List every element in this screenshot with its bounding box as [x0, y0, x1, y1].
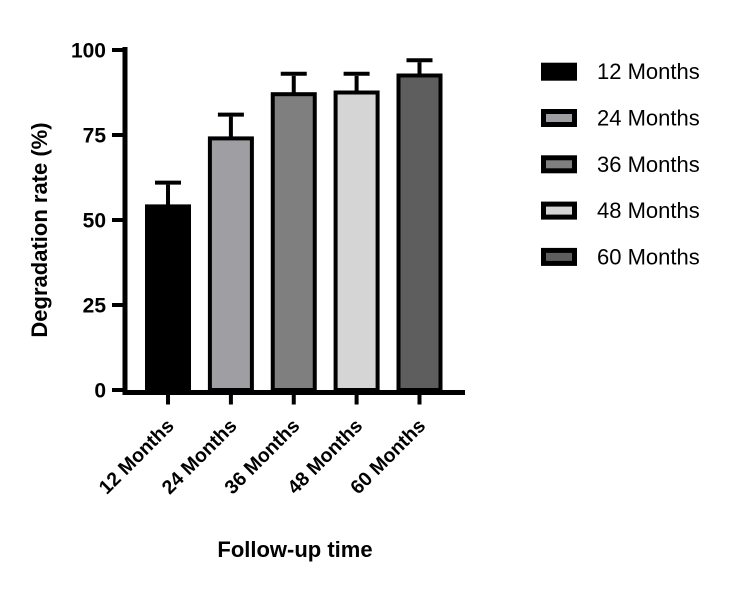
legend-swatch-fill	[546, 114, 572, 122]
y-tick-label: 50	[83, 210, 106, 233]
axis-frame	[122, 47, 465, 395]
legend-swatch-border	[541, 62, 577, 81]
legend-swatch-fill	[546, 160, 572, 169]
legend-label: 24 Months	[597, 106, 700, 131]
bar-48-months	[333, 90, 380, 392]
legend-label: 48 Months	[597, 198, 700, 223]
y-axis-title: Degradation rate (%)	[27, 122, 52, 337]
legend-swatch-fill	[546, 252, 572, 261]
y-tick-label: 0	[94, 380, 106, 403]
legend-label: 36 Months	[597, 152, 700, 177]
bar-60-months	[396, 73, 443, 392]
legend-label: 12 Months	[597, 59, 700, 84]
y-tick-label: 25	[83, 295, 107, 318]
y-tick-label: 75	[83, 125, 107, 148]
x-axis-title: Follow-up time	[217, 537, 372, 562]
legend-swatch-fill	[546, 206, 572, 215]
legend-label: 60 Months	[597, 244, 700, 269]
bar-12-months	[145, 204, 191, 392]
y-tick-label: 100	[71, 40, 106, 63]
bar-36-months	[270, 92, 317, 392]
bar-24-months	[207, 136, 254, 392]
